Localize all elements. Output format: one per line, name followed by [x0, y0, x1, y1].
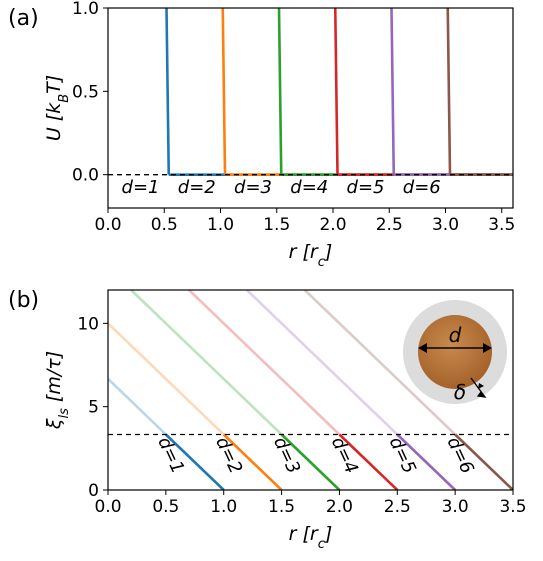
label-part: ] [324, 241, 332, 263]
inset-label: d [449, 323, 462, 347]
series-label: d=4 [290, 177, 328, 198]
y-tick-label: 10 [77, 314, 99, 334]
series-line [245, 289, 399, 436]
series-line [164, 433, 225, 490]
plot-frame [107, 7, 514, 209]
panel: (b) 0.0 0.5 1.0 1.5 2.0 2.5 3.0 3.5 0 5 10 r [rc] ξls… [8, 288, 527, 552]
x-axis-label: r [rc] [289, 241, 333, 270]
x-tick-label: 2.5 [376, 215, 403, 235]
series-label: d=3 [269, 434, 304, 477]
label-part: r [r [289, 523, 319, 545]
core [418, 315, 492, 389]
series-label: d=1 [122, 177, 160, 198]
x-tick-label: 1.0 [210, 497, 237, 517]
series-label: d=1 [153, 434, 188, 477]
y-axis-label: ξls [m/τ] [43, 351, 72, 430]
series-line [222, 433, 283, 490]
series-label: d=2 [211, 434, 246, 477]
series-line [338, 433, 399, 490]
x-tick-label: 2.5 [384, 497, 411, 517]
series-line [390, 7, 396, 175]
x-tick-label: 3.5 [499, 497, 526, 517]
series-label: d=5 [347, 177, 385, 198]
x-tick-label: 2.0 [319, 215, 346, 235]
label-part: ] [324, 523, 332, 545]
plot-frame [107, 289, 514, 491]
series-line [108, 377, 167, 436]
y-tick-label: 0.5 [72, 82, 99, 102]
label-part: c [318, 255, 325, 270]
y-tick-label: 0.0 [72, 166, 99, 186]
label-part: ξ [43, 418, 65, 430]
series-line [333, 7, 339, 175]
x-tick-label: 0.0 [94, 497, 121, 517]
delta-arrows [470, 377, 487, 398]
x-tick-label: 1.5 [268, 497, 295, 517]
series-line [446, 7, 452, 175]
x-tick-label: 1.0 [207, 215, 234, 235]
y-tick-label: 0 [88, 481, 99, 501]
series-line [221, 7, 227, 175]
x-axis-label: r [rc] [289, 523, 333, 552]
series-line [303, 289, 457, 436]
series-label: d=4 [327, 434, 362, 477]
label-part: ls [57, 408, 72, 419]
label-part: T] [43, 75, 65, 94]
x-tick-label: 1.5 [263, 215, 290, 235]
panel-label: (a) [8, 6, 39, 31]
label-part: r [r [289, 241, 319, 263]
x-tick-label: 2.0 [326, 497, 353, 517]
series-line [396, 433, 457, 490]
series-line [188, 289, 341, 436]
panel: (a) 0.0 0.5 1.0 1.5 2.0 2.5 3.0 3.5 0.0 0.5 1.0 r [r… [8, 0, 515, 270]
series-line [130, 289, 283, 436]
series-label: d=5 [385, 434, 420, 477]
x-tick-label: 0.5 [152, 497, 179, 517]
delta-arrow2 [478, 383, 484, 389]
label-part: U [k [43, 102, 65, 141]
x-tick-label: 0.0 [94, 215, 121, 235]
series-line [280, 433, 341, 490]
series-label: d=6 [403, 177, 441, 198]
series-line [454, 433, 513, 490]
series-label: d=6 [443, 434, 478, 477]
y-tick-label: 5 [88, 398, 99, 418]
inset-label: δ [454, 380, 466, 404]
series-line [277, 7, 283, 175]
x-tick-label: 3.0 [432, 215, 459, 235]
y-axis-label: U [kBT] [43, 75, 72, 141]
series-label: d=2 [178, 177, 216, 198]
arrow-head [418, 343, 492, 353]
label-part: B [57, 94, 72, 103]
series-line [165, 7, 171, 175]
series-line [108, 322, 225, 436]
x-tick-label: 3.0 [442, 497, 469, 517]
x-tick-label: 0.5 [151, 215, 178, 235]
y-tick-label: 1.0 [72, 0, 99, 19]
label-part: [m/τ] [43, 351, 65, 408]
label-part: c [318, 537, 325, 552]
series-label: d=3 [234, 177, 272, 198]
x-tick-label: 3.5 [488, 215, 515, 235]
panel-label: (b) [8, 288, 39, 313]
